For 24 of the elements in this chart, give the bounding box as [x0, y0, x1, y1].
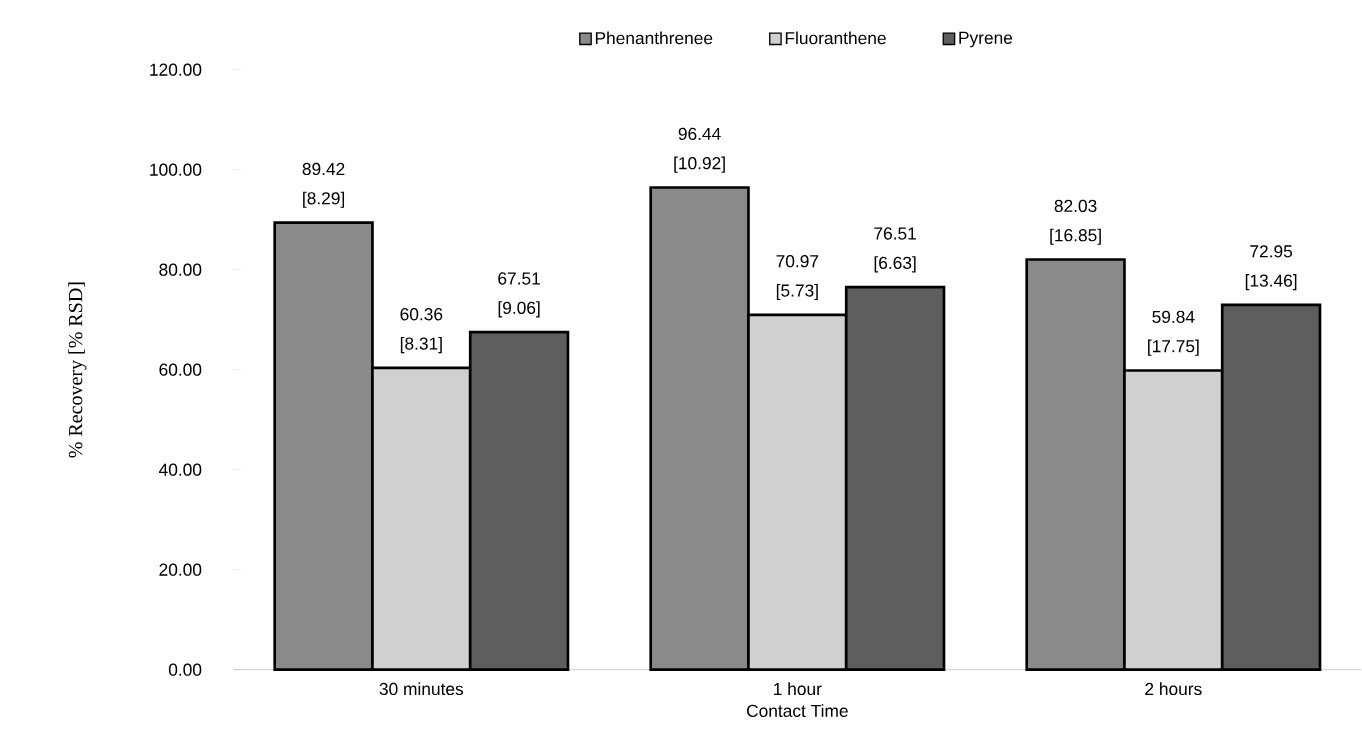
legend-label: Fluoranthene [785, 31, 886, 45]
data-label: 89.42 [8.29] [302, 162, 345, 208]
x-tick-label: 2 hours [1145, 682, 1202, 696]
y-tick-label: 100.00 [150, 163, 202, 176]
x-tick-label: 30 minutes [379, 682, 464, 696]
y-tick-label: 80.00 [159, 263, 202, 276]
x-tick-label: 1 hour [774, 682, 822, 696]
data-label: 72.95 [13.46] [1245, 245, 1297, 291]
data-label: 82.03 [16.85] [1050, 199, 1101, 245]
y-tick-label: 40.00 [158, 463, 202, 476]
y-tick-label: 60.00 [159, 363, 202, 376]
data-label: 70.97 [5.73] [776, 255, 819, 301]
legend-label: Pyrene [959, 31, 1013, 48]
legend-label: Phenanthrenee [595, 31, 713, 45]
data-label: 60.36 [8.31] [400, 308, 443, 354]
y-tick-label: 20.00 [159, 563, 202, 576]
data-label: 76.51 [6.63] [874, 227, 916, 273]
data-label: 67.51 [9.06] [498, 272, 540, 318]
x-axis-title: Contact Time [747, 704, 848, 717]
y-axis-title: % Recovery [% RSD] [68, 282, 87, 458]
data-label: 59.84 [17.75] [1148, 310, 1199, 356]
y-tick-label: 120.00 [150, 63, 202, 76]
y-tick-label: 0.00 [168, 663, 202, 676]
data-label: 96.44 [10.92] [674, 127, 725, 173]
